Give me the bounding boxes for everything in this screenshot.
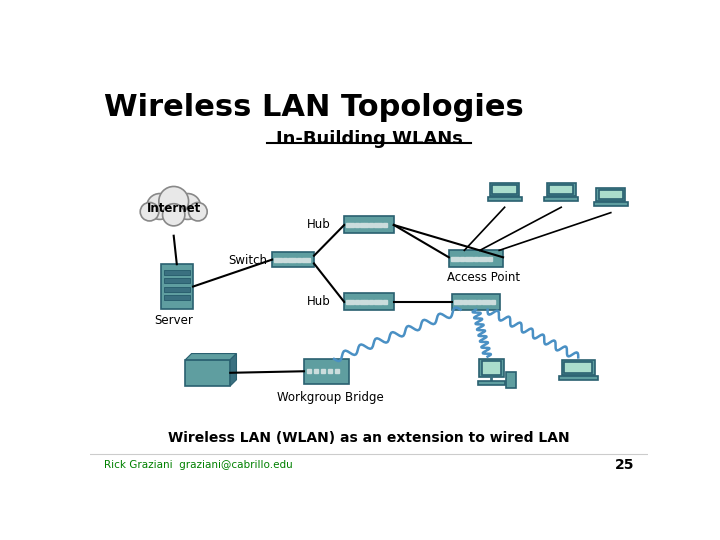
Text: Hub: Hub [307,219,330,232]
FancyBboxPatch shape [492,185,517,194]
Circle shape [140,202,159,221]
FancyBboxPatch shape [546,183,576,196]
Polygon shape [230,354,236,386]
Circle shape [175,193,201,219]
FancyBboxPatch shape [594,202,628,206]
FancyBboxPatch shape [163,295,190,300]
FancyBboxPatch shape [271,252,315,267]
Text: Workgroup Bridge: Workgroup Bridge [277,390,384,403]
FancyBboxPatch shape [482,361,501,375]
Text: Switch: Switch [228,254,267,267]
Circle shape [163,204,185,226]
FancyBboxPatch shape [490,183,519,196]
FancyBboxPatch shape [596,188,625,201]
Circle shape [189,202,207,221]
FancyBboxPatch shape [559,376,598,380]
Text: Hub: Hub [307,295,330,308]
FancyBboxPatch shape [163,278,190,284]
FancyBboxPatch shape [478,381,505,385]
FancyBboxPatch shape [344,294,394,310]
FancyBboxPatch shape [344,217,394,233]
FancyBboxPatch shape [562,360,595,375]
FancyBboxPatch shape [161,264,193,309]
Text: In-Building WLANs: In-Building WLANs [276,130,462,148]
Text: Wireless LAN (WLAN) as an extension to wired LAN: Wireless LAN (WLAN) as an extension to w… [168,431,570,446]
Text: Internet: Internet [147,201,201,214]
Text: Access Point: Access Point [447,271,521,284]
Text: Rick Graziani  graziani@cabrillo.edu: Rick Graziani graziani@cabrillo.edu [104,460,293,470]
Circle shape [159,186,189,216]
FancyBboxPatch shape [598,190,623,199]
FancyBboxPatch shape [564,362,593,373]
Text: Wireless LAN Topologies: Wireless LAN Topologies [104,92,523,122]
Polygon shape [185,354,236,360]
FancyBboxPatch shape [506,372,516,388]
FancyBboxPatch shape [163,287,190,292]
Text: 25: 25 [615,458,634,472]
FancyBboxPatch shape [185,360,230,386]
FancyBboxPatch shape [304,359,349,383]
FancyBboxPatch shape [480,359,503,377]
FancyBboxPatch shape [487,197,522,201]
FancyBboxPatch shape [449,251,503,267]
FancyBboxPatch shape [452,294,500,309]
FancyBboxPatch shape [549,185,573,194]
Text: Server: Server [154,314,193,327]
Circle shape [147,193,173,219]
FancyBboxPatch shape [163,269,190,275]
FancyBboxPatch shape [544,197,578,201]
